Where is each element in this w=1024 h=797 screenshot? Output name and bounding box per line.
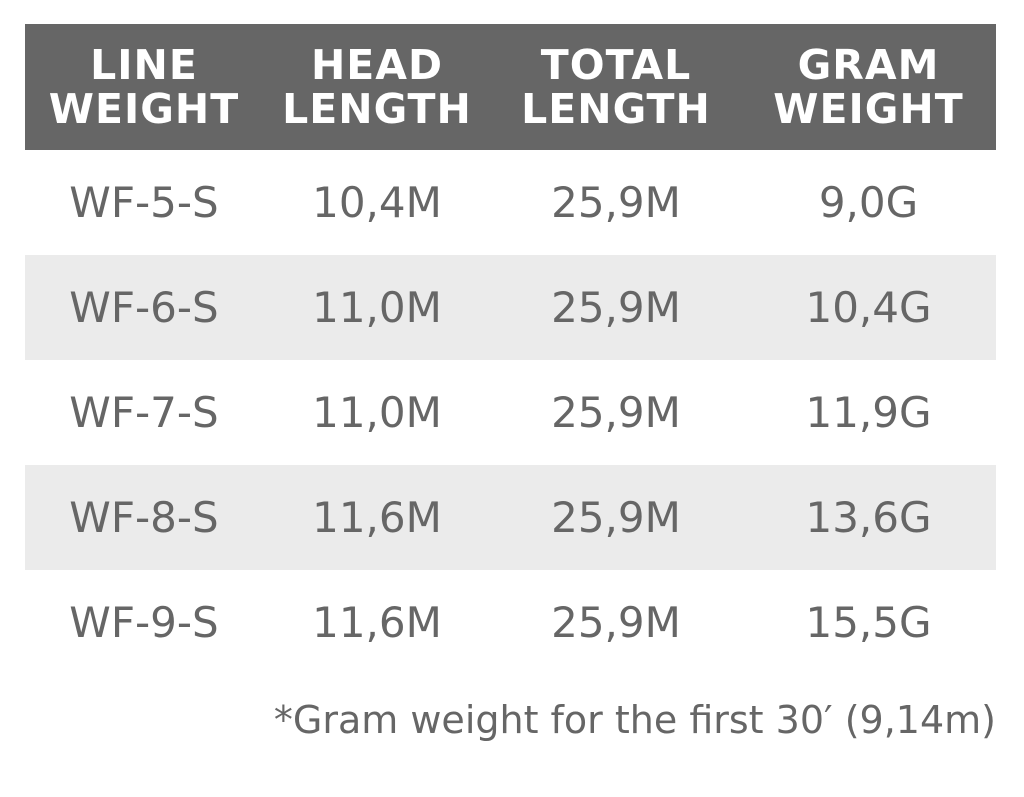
cell: WF-7-S [69,388,219,437]
cell: WF-8-S [25,465,263,570]
cell: WF-5-S [69,178,219,227]
cell: 10,4G [741,255,996,360]
cell: 11,9G [805,388,932,437]
cell: 25,9M [491,465,741,570]
cell: 25,9M [551,388,681,437]
header-text: GRAM [797,41,940,89]
cell: 11,0M [312,388,442,437]
header-text: WEIGHT [773,85,964,133]
cell: WF-6-S [25,255,263,360]
table-row: WF-6-S 11,0M 25,9M 10,4G [25,255,996,360]
cell: 11,6M [263,465,491,570]
header-text: LENGTH [521,85,711,133]
cell: 10,4M [312,178,442,227]
cell: 25,9M [551,598,681,647]
cell: 13,6G [741,465,996,570]
header-row: LINE WEIGHT HEAD LENGTH TOTAL LENGTH GRAM WE… [25,24,996,150]
header-text: WEIGHT [48,85,240,133]
header-total-length: TOTAL LENGTH [491,24,741,150]
table-row: WF-8-S 11,6M 25,9M 13,6G [25,465,996,570]
header-text: HEAD [310,41,444,89]
cell: 25,9M [491,255,741,360]
cell: WF-9-S [69,598,219,647]
header-text: TOTAL [540,41,692,89]
cell: 15,5G [805,598,932,647]
table-row: WF-5-S 10,4M 25,9M 9,0G [25,150,996,255]
line-spec-table: LINE WEIGHT HEAD LENGTH TOTAL LENGTH GRAM WE… [25,24,996,675]
cell: 11,6M [312,598,442,647]
cell: 25,9M [551,178,681,227]
header-text: LINE [90,41,198,89]
header-line-weight: LINE WEIGHT [25,24,263,150]
footnote: *Gram weight for the first 30′ (9,14m) [273,698,996,742]
table-row: WF-9-S 11,6M 25,9M 15,5G [25,570,996,675]
header-text: LENGTH [282,85,472,133]
header-gram-weight: GRAM WEIGHT [741,24,996,150]
cell: 9,0G [818,178,919,227]
table-row: WF-7-S 11,0M 25,9M 11,9G [25,360,996,465]
cell: 11,0M [263,255,491,360]
header-head-length: HEAD LENGTH [263,24,491,150]
